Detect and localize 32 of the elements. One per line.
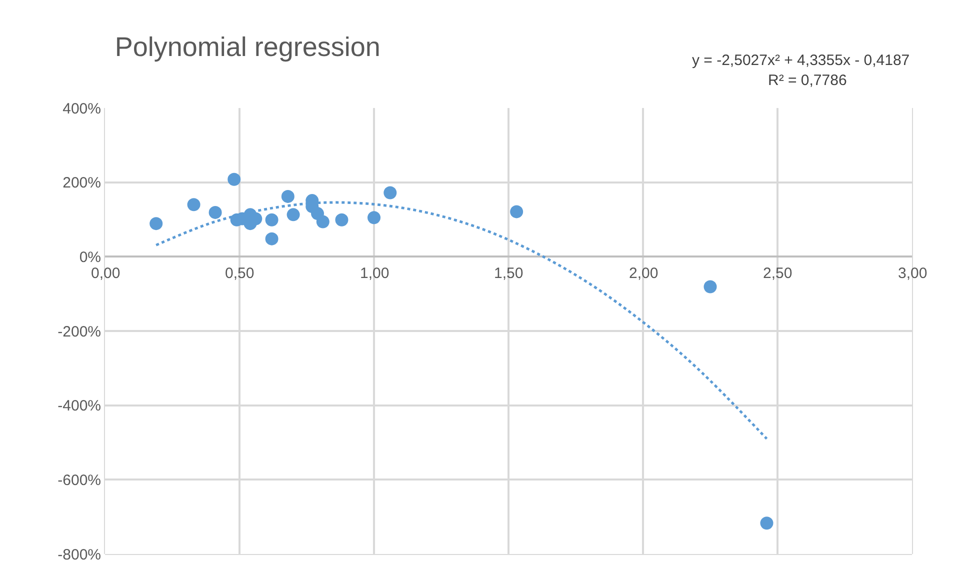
point — [265, 232, 278, 246]
y-tick-label: -200% — [58, 323, 101, 340]
chart-title: Polynomial regression — [114, 32, 380, 62]
text: R² = 0,7786 — [768, 72, 847, 89]
x-tick-label: 0,50 — [225, 265, 254, 282]
text: y = -2,5027x² + 4,3355x - 0,4187 — [692, 52, 910, 69]
y-tick-label: -600% — [58, 472, 101, 489]
y-tick-label: -400% — [58, 398, 101, 415]
y-tick-label: 200% — [62, 174, 101, 192]
x-tick-label: 3,00 — [898, 265, 928, 282]
point — [316, 215, 330, 228]
x-tick-label: 1,00 — [360, 265, 390, 282]
point — [510, 205, 524, 218]
x-tick-label: 2,00 — [629, 265, 658, 282]
point — [281, 190, 294, 203]
point — [384, 186, 397, 200]
point — [368, 211, 380, 224]
x-tick-label: 2,50 — [763, 265, 792, 282]
point — [704, 280, 717, 294]
point — [187, 198, 200, 212]
y-tick-label: 400% — [62, 100, 101, 118]
point — [335, 213, 348, 226]
point — [265, 213, 278, 226]
y-tick-label: 0% — [79, 248, 101, 266]
x-tick-label: 1,50 — [494, 265, 524, 282]
x-tick-label: 0,00 — [91, 265, 120, 282]
y-tick-label: -800% — [58, 546, 101, 564]
point — [286, 208, 300, 222]
point — [150, 217, 163, 230]
point — [208, 206, 222, 219]
point — [228, 172, 241, 186]
point — [760, 516, 774, 530]
